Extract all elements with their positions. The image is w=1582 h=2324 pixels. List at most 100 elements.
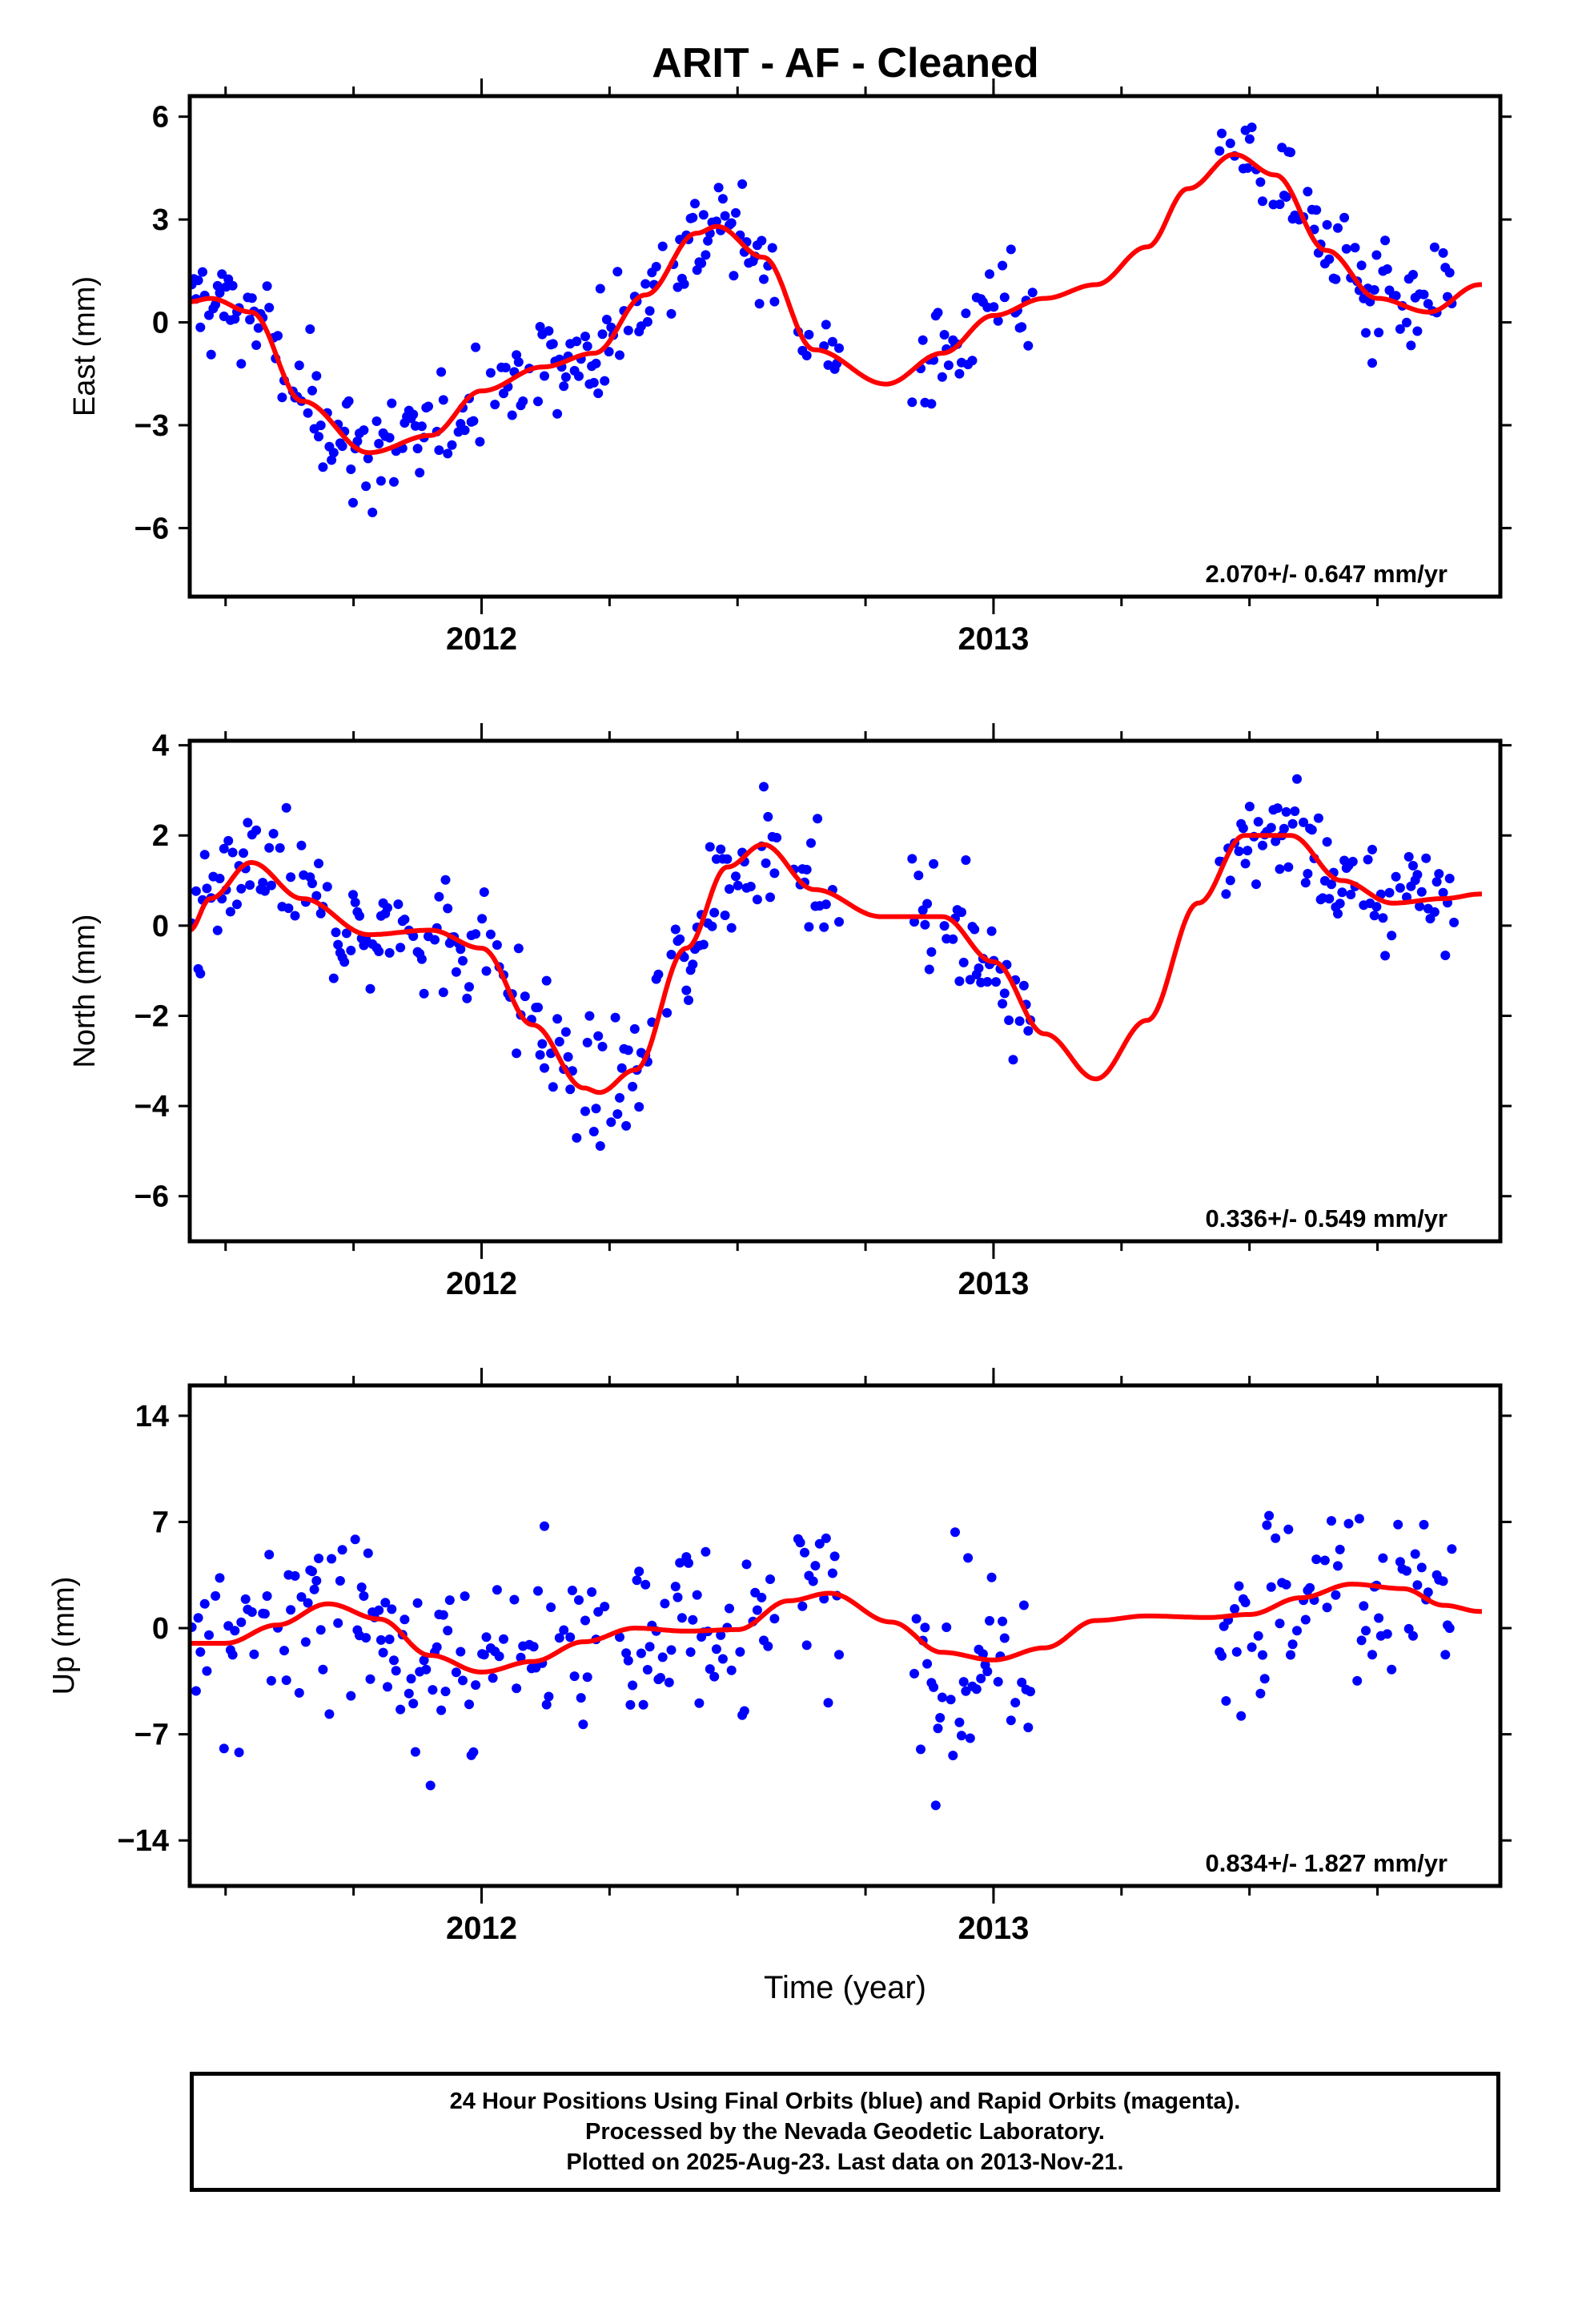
data-point — [572, 336, 582, 347]
data-point — [311, 371, 322, 381]
data-point — [408, 931, 419, 941]
data-point — [202, 883, 212, 894]
data-point — [726, 923, 737, 933]
data-point — [765, 892, 775, 903]
data-point — [251, 825, 262, 835]
data-point — [587, 1587, 597, 1597]
data-point — [415, 468, 425, 478]
data-point — [281, 802, 291, 813]
data-point — [797, 1601, 808, 1611]
data-point — [1327, 1516, 1336, 1526]
data-point — [1243, 846, 1253, 856]
data-point — [705, 842, 715, 852]
data-point — [1322, 1602, 1332, 1613]
data-point — [225, 907, 235, 917]
data-point — [1402, 1566, 1411, 1576]
data-point — [419, 1655, 429, 1666]
data-point — [451, 967, 461, 977]
data-point — [1018, 1600, 1029, 1610]
data-point — [1234, 846, 1244, 856]
data-point — [666, 308, 677, 319]
data-point — [1247, 123, 1257, 132]
data-point — [535, 1050, 545, 1060]
data-point — [998, 1616, 1008, 1626]
data-point — [236, 1617, 247, 1627]
data-point — [954, 1717, 965, 1727]
data-point — [479, 1650, 489, 1660]
data-point — [970, 924, 980, 935]
data-point — [580, 1106, 590, 1116]
data-point — [711, 1644, 721, 1655]
data-point — [999, 292, 1010, 303]
data-point — [384, 1634, 395, 1644]
data-point — [1311, 1554, 1322, 1565]
data-point — [808, 1576, 818, 1586]
data-point — [1361, 328, 1371, 338]
data-point — [348, 890, 358, 900]
data-point — [315, 420, 326, 431]
data-point — [694, 1698, 705, 1708]
data-point — [632, 1575, 642, 1586]
data-point — [593, 388, 604, 399]
data-point — [443, 1626, 453, 1636]
data-point — [657, 241, 668, 251]
data-point — [199, 850, 210, 860]
data-point — [318, 1664, 328, 1675]
data-point — [1343, 1518, 1354, 1529]
data-point — [628, 1081, 638, 1092]
data-point — [935, 1713, 946, 1723]
y-tick-label: −6 — [135, 512, 169, 545]
data-point — [623, 1045, 633, 1055]
data-point — [986, 926, 997, 936]
data-point — [1217, 128, 1227, 139]
data-point — [230, 1626, 240, 1636]
data-point — [765, 1574, 775, 1584]
data-point — [315, 1625, 326, 1635]
data-point — [239, 848, 248, 858]
data-point — [1438, 1576, 1448, 1586]
data-point — [993, 1677, 1003, 1687]
y-tick-label: −3 — [135, 409, 169, 443]
data-point — [1324, 254, 1335, 264]
data-point — [1275, 864, 1285, 875]
data-point — [720, 911, 730, 920]
data-point — [673, 1592, 683, 1602]
data-point — [588, 377, 599, 388]
data-point — [722, 854, 733, 864]
data-point — [290, 911, 300, 921]
data-point — [679, 279, 689, 289]
data-point — [541, 975, 552, 986]
x-axis-label: Time (year) — [764, 1970, 926, 2005]
data-point — [554, 1633, 564, 1643]
data-point — [1387, 931, 1397, 941]
data-point — [917, 335, 928, 345]
data-point — [731, 871, 741, 882]
data-point — [625, 1699, 636, 1710]
data-point — [1403, 851, 1414, 862]
data-point — [920, 919, 930, 930]
data-point — [277, 392, 287, 403]
data-point — [251, 340, 262, 350]
data-point — [481, 1632, 492, 1642]
data-point — [600, 1602, 610, 1612]
data-point — [430, 935, 440, 945]
data-point — [660, 1598, 670, 1609]
data-point — [314, 432, 323, 442]
data-point — [703, 235, 713, 246]
data-point — [954, 976, 965, 987]
data-point — [509, 1594, 520, 1605]
data-point — [346, 464, 356, 474]
data-point — [383, 1682, 392, 1692]
data-point — [533, 396, 543, 407]
data-point — [204, 1630, 214, 1640]
data-point — [500, 363, 511, 372]
data-point — [253, 323, 263, 333]
data-point — [1004, 1015, 1014, 1025]
data-point — [540, 1521, 549, 1531]
data-point — [651, 262, 661, 271]
data-point — [318, 462, 328, 472]
data-point — [757, 1592, 767, 1602]
data-point — [348, 497, 358, 508]
data-point — [1447, 1544, 1457, 1554]
data-point — [597, 1041, 608, 1051]
